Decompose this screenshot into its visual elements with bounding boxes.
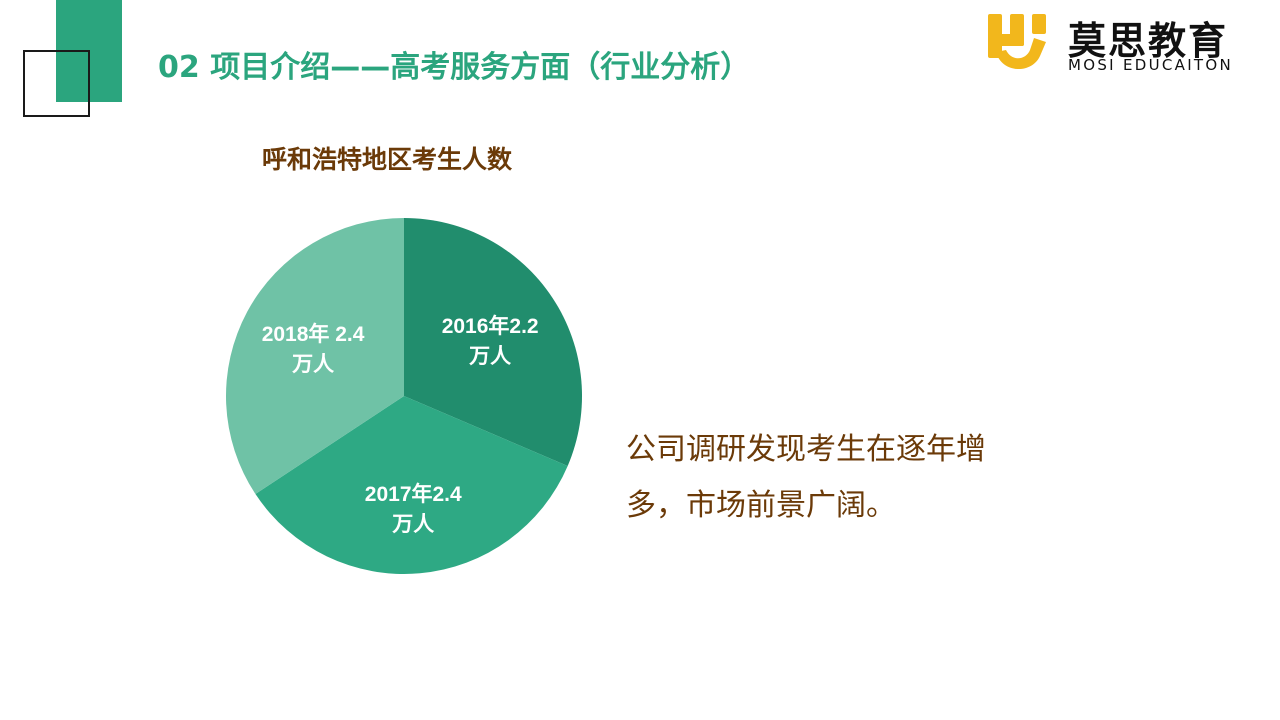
slide-title: 02 项目介绍——高考服务方面（行业分析） xyxy=(158,42,750,86)
hs-logo-icon xyxy=(988,12,1048,74)
slice-label-2016-line-2: 万人 xyxy=(468,345,511,368)
decorative-outline-square xyxy=(23,50,90,117)
slice-label-2018-line-1: 2018年 2.4 xyxy=(262,322,365,346)
body-text: 公司调研发现考生在逐年增 多，市场前景广阔。 xyxy=(626,422,1026,534)
brand-logo-block: 莫思教育 MOSI EDUCAITON xyxy=(988,10,1260,76)
brand-name-en: MOSI EDUCAITON xyxy=(1068,56,1233,74)
slice-label-2017-line-1: 2017年2.4 xyxy=(365,482,462,506)
slice-label-2017-line-2: 万人 xyxy=(391,513,434,536)
body-line-1: 公司调研发现考生在逐年增 xyxy=(626,422,1026,478)
chart-title: 呼和浩特地区考生人数 xyxy=(262,140,512,176)
slice-label-2016-line-1: 2016年2.2 xyxy=(442,314,539,338)
pie-chart: 2016年2.2 万人 2017年2.4 万人 2018年 2.4 万人 xyxy=(210,200,600,590)
slice-label-2018-line-2: 万人 xyxy=(291,353,334,376)
body-line-2: 多，市场前景广阔。 xyxy=(626,478,1026,534)
